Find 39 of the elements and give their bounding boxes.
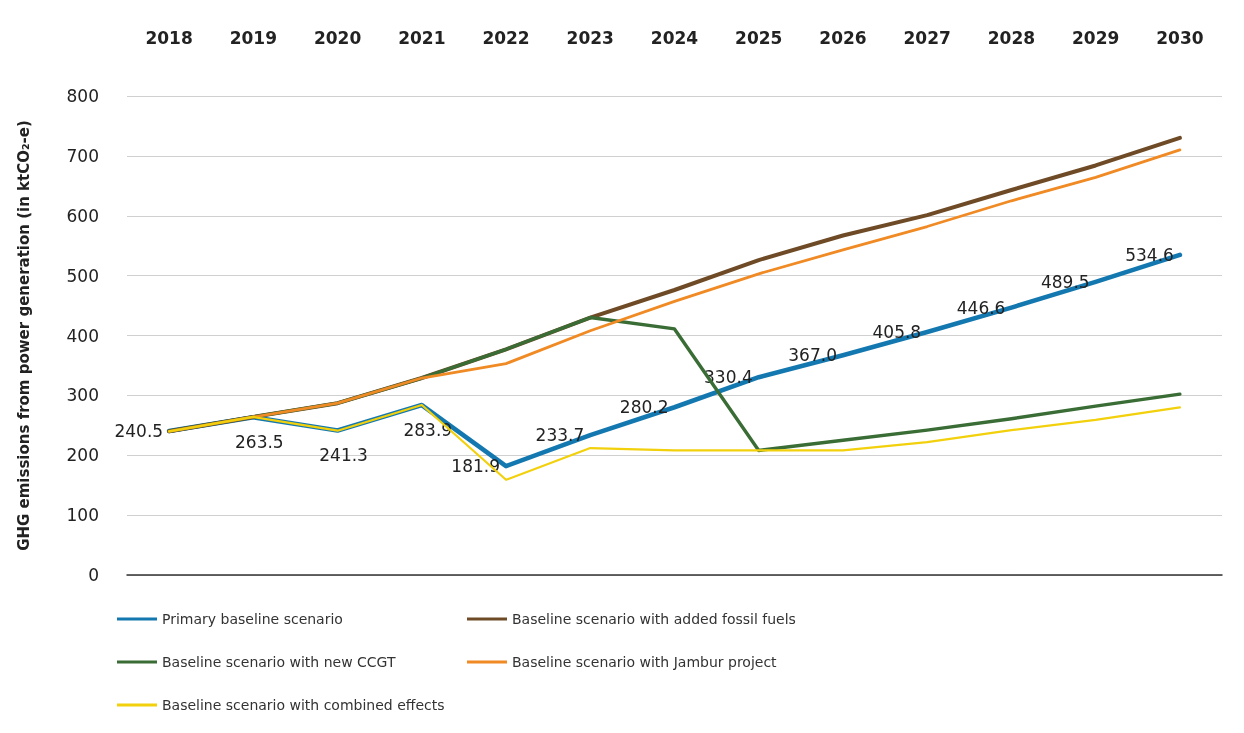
x-tick-label: 2023 bbox=[566, 27, 614, 48]
y-tick-label: 800 bbox=[66, 86, 99, 106]
data-label: 263.5 bbox=[235, 431, 284, 452]
data-label: 367.0 bbox=[788, 345, 837, 366]
y-tick-label: 100 bbox=[66, 505, 99, 526]
data-label: 241.3 bbox=[319, 445, 368, 466]
y-axis-title: GHG emissions from power generation (in ktCO₂-e) bbox=[14, 120, 33, 551]
data-label: 280.2 bbox=[619, 397, 669, 418]
x-tick-label: 2019 bbox=[229, 27, 278, 48]
data-label: 283.9 bbox=[403, 419, 453, 440]
data-label: 405.8 bbox=[872, 322, 922, 343]
x-tick-label: 2018 bbox=[145, 27, 193, 48]
y-tick-label: 200 bbox=[66, 445, 99, 466]
y-tick-label: 600 bbox=[66, 205, 99, 226]
y-tick-label: 0 bbox=[88, 565, 99, 585]
x-tick-label: 2025 bbox=[735, 27, 783, 48]
legend-label: Baseline scenario with added fossil fuels bbox=[512, 611, 796, 627]
x-tick-label: 2028 bbox=[987, 27, 1036, 48]
legend-label: Baseline scenario with new CCGT bbox=[162, 654, 396, 670]
data-label: 446.6 bbox=[956, 297, 1006, 318]
data-label: 489.5 bbox=[1040, 271, 1090, 292]
y-tick-label: 500 bbox=[66, 265, 99, 286]
legend-label: Baseline scenario with combined effects bbox=[162, 697, 445, 713]
data-label: 233.7 bbox=[535, 425, 585, 446]
data-label: 240.5 bbox=[114, 421, 164, 441]
legend-label: Baseline scenario with Jambur project bbox=[512, 654, 778, 670]
y-tick-label: 700 bbox=[66, 145, 99, 166]
x-tick-label: 2029 bbox=[1071, 27, 1120, 48]
x-tick-label: 2020 bbox=[313, 27, 362, 48]
x-tick-label: 2030 bbox=[1156, 27, 1204, 48]
data-label: 534.6 bbox=[1125, 244, 1174, 265]
x-tick-label: 2024 bbox=[650, 27, 699, 48]
x-tick-label: 2026 bbox=[819, 27, 867, 48]
legend-label: Primary baseline scenario bbox=[162, 611, 343, 627]
y-tick-label: 300 bbox=[66, 385, 99, 406]
x-tick-label: 2021 bbox=[398, 27, 446, 48]
x-tick-label: 2027 bbox=[903, 27, 951, 48]
x-tick-label: 2022 bbox=[482, 27, 530, 48]
y-tick-label: 400 bbox=[66, 325, 99, 346]
